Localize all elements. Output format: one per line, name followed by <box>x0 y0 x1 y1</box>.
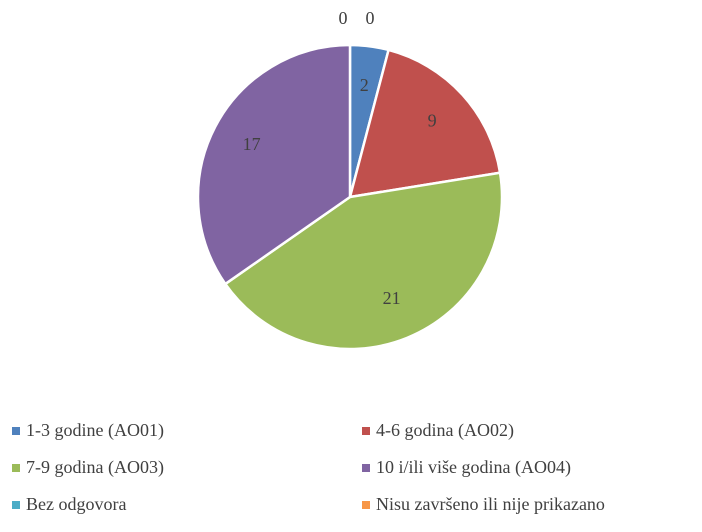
pie-slice <box>348 48 502 199</box>
legend-swatch <box>362 427 370 435</box>
data-label: 9 <box>428 111 437 131</box>
legend-swatch <box>12 464 20 472</box>
data-label: 21 <box>383 288 401 308</box>
data-label: 0 <box>366 8 375 28</box>
data-label: 17 <box>243 134 261 154</box>
legend-label: 7-9 godina (AO03) <box>26 457 164 478</box>
legend-swatch <box>362 501 370 509</box>
legend-label: Bez odgovora <box>26 494 126 514</box>
pie-slice <box>223 171 504 351</box>
legend-label: 10 i/ili više godina (AO04) <box>376 457 571 478</box>
legend-swatch <box>362 464 370 472</box>
legend-swatch <box>12 427 20 435</box>
data-label: 0 <box>339 8 348 28</box>
legend-label: 4-6 godina (AO02) <box>376 420 514 441</box>
legend-swatch <box>12 501 20 509</box>
data-label: 2 <box>360 75 369 95</box>
legend-label: 1-3 godine (AO01) <box>26 420 164 441</box>
pie-slice <box>196 43 352 286</box>
legend-label: Nisu završeno ili nije prikazano <box>376 494 605 514</box>
